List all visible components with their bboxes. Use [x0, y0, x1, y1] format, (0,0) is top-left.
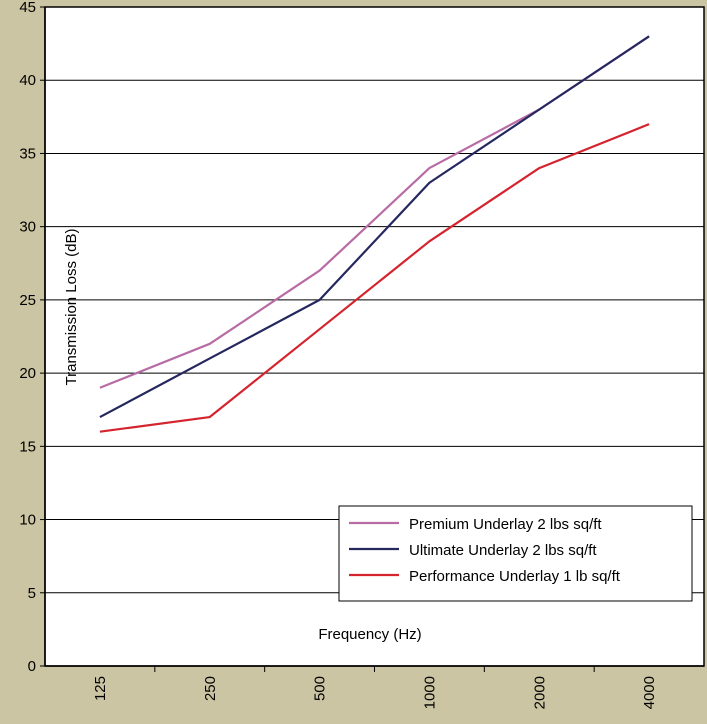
y-tick-label: 20 — [19, 365, 36, 382]
y-tick-label: 25 — [19, 292, 36, 309]
legend-label-2: Ultimate Underlay 2 lbs sq/ft — [409, 542, 597, 559]
y-tick-label: 15 — [19, 438, 36, 455]
y-tick-label: 5 — [28, 585, 36, 602]
x-tick-label: 500 — [312, 676, 329, 701]
series-line-3 — [99, 123, 650, 433]
y-tick-label: 30 — [19, 219, 36, 236]
y-axis-title: Transmission Loss (dB) — [63, 229, 80, 386]
series-lines — [99, 35, 650, 433]
y-tick-label: 35 — [19, 145, 36, 162]
series-line-2 — [99, 35, 650, 419]
x-tick-label: 125 — [92, 676, 109, 701]
x-axis-title: Frequency (Hz) — [318, 626, 421, 643]
y-tick-label: 10 — [19, 512, 36, 529]
legend: Premium Underlay 2 lbs sq/ft Ultimate Und… — [338, 505, 693, 602]
x-tick-label: 2000 — [531, 676, 548, 709]
y-tick-label: 0 — [28, 658, 36, 675]
legend-label-1: Premium Underlay 2 lbs sq/ft — [409, 516, 602, 533]
y-tick-labels: 0 5 10 15 20 25 30 35 40 45 — [19, 0, 36, 675]
x-tick-label: 1000 — [421, 676, 438, 709]
plot-frame — [44, 6, 705, 667]
legend-box — [338, 505, 693, 602]
x-tick-label: 250 — [202, 676, 219, 701]
x-tick-labels: 125 250 500 1000 2000 4000 — [92, 676, 658, 709]
y-tick-label: 45 — [19, 0, 36, 16]
legend-label-3: Performance Underlay 1 lb sq/ft — [409, 568, 621, 585]
x-tick-label: 4000 — [641, 676, 658, 709]
y-tick-label: 40 — [19, 72, 36, 89]
